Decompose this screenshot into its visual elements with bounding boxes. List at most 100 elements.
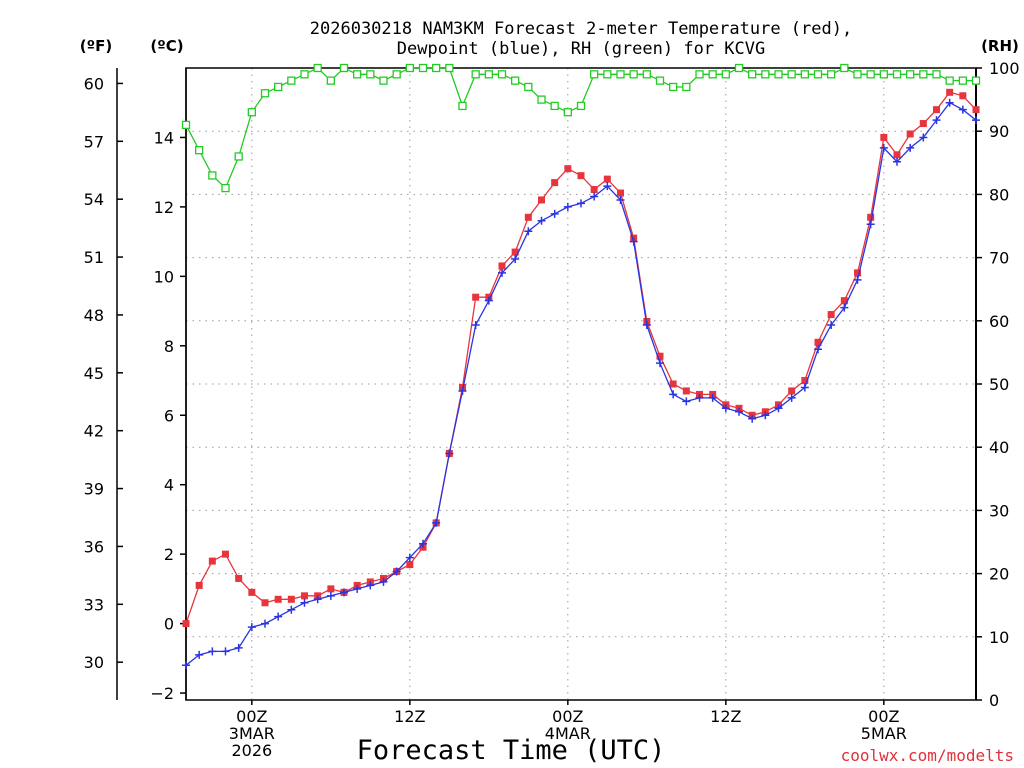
dewpoint-point	[932, 116, 941, 125]
time-tick-label: 12Z	[394, 707, 425, 726]
temperature-point	[603, 175, 611, 183]
celsius-tick-label: 14	[154, 128, 174, 147]
rh-point	[550, 101, 559, 111]
temperature-point	[840, 297, 848, 305]
chart-title-line-2: Dewpoint (blue), RH (green) for KCVG	[397, 39, 765, 59]
rh-point	[497, 70, 507, 79]
rh-point	[800, 70, 809, 79]
rh-point	[958, 76, 967, 85]
temperature-point	[972, 106, 980, 114]
temperature-point	[827, 311, 835, 319]
dewpoint-point	[432, 518, 441, 527]
rh-point	[432, 63, 441, 73]
dewpoint-point	[590, 192, 599, 201]
fahrenheit-unit-label: (ºF)	[80, 37, 112, 55]
rh-point	[932, 70, 941, 79]
rh-point	[195, 146, 204, 155]
time-tick-label: 00Z	[868, 707, 899, 726]
dewpoint-point	[787, 393, 796, 402]
rh-point	[274, 82, 283, 92]
time-tick-label: 00Z	[236, 707, 267, 726]
rh-point	[945, 76, 954, 85]
rh-point	[339, 63, 349, 73]
temperature-point	[222, 550, 229, 558]
rh-point	[695, 70, 704, 79]
rh-point	[511, 76, 520, 85]
time-tick-label: 12Z	[710, 707, 741, 726]
rh-point	[616, 70, 625, 79]
rh-tick-label: 30	[989, 501, 1009, 520]
temperature-point	[590, 186, 598, 194]
time-tick-label: 2026	[231, 741, 272, 760]
rh-point	[892, 70, 902, 79]
celsius-tick-label: −2	[150, 684, 174, 703]
rh-point	[576, 101, 586, 111]
temperature-point	[406, 561, 414, 569]
rh-point	[906, 70, 915, 79]
temperature-point	[669, 380, 677, 388]
temperature-point	[235, 574, 243, 582]
rh-point	[353, 70, 362, 79]
temperature-point	[551, 179, 559, 187]
rh-tick-label: 20	[989, 565, 1009, 584]
rh-point	[208, 171, 217, 180]
data-series	[181, 63, 981, 670]
rh-tick-label: 40	[989, 438, 1009, 457]
dewpoint-point	[563, 202, 572, 211]
dewpoint-point	[379, 577, 388, 586]
rh-point	[181, 120, 191, 130]
rh-point	[682, 82, 691, 92]
dewpoint-point	[761, 411, 770, 420]
dewpoint-point	[326, 591, 335, 600]
dewpoint-point	[840, 303, 849, 312]
temperature-point	[472, 293, 480, 301]
dewpoint-point	[221, 647, 230, 656]
temperature-point	[814, 338, 822, 346]
rh-line	[185, 67, 976, 190]
temperature-point	[208, 557, 216, 565]
temperature-point	[933, 106, 940, 114]
temperature-point	[959, 92, 967, 100]
rh-point	[734, 63, 744, 73]
rh-point	[642, 70, 651, 79]
rh-point	[840, 63, 849, 73]
temperature-point	[287, 595, 295, 603]
rh-point	[787, 70, 796, 79]
credit-text: coolwx.com/modelts	[841, 746, 1014, 765]
rh-point	[379, 76, 388, 85]
dewpoint-point	[945, 98, 954, 107]
rh-point	[971, 76, 981, 85]
dewpoint-point	[603, 182, 612, 191]
dewpoint-point	[445, 449, 454, 458]
dewpoint-point	[498, 268, 506, 277]
celsius-tick-label: 8	[164, 337, 174, 356]
temperature-point	[906, 130, 914, 138]
celsius-tick-label: 12	[154, 198, 174, 217]
dewpoint-point	[642, 320, 651, 329]
temperature-point	[511, 248, 519, 256]
rh-point	[471, 70, 480, 79]
dewpoint-point	[511, 254, 520, 263]
rh-unit-label: (RH)	[981, 37, 1019, 55]
dewpoint-point	[656, 359, 664, 368]
dewpoint-point	[708, 393, 717, 402]
celsius-tick-label: 2	[164, 545, 174, 564]
temperature-point	[682, 387, 690, 395]
dewpoint-point	[682, 397, 691, 406]
rh-point	[590, 70, 599, 79]
dewpoint-point	[866, 220, 875, 229]
temperature-point	[617, 189, 624, 197]
dewpoint-point	[458, 386, 467, 395]
dewpoint-point	[906, 143, 915, 152]
fahrenheit-tick-label: 30	[84, 653, 104, 672]
temperature-point	[919, 120, 927, 128]
time-tick-label: 00Z	[552, 707, 583, 726]
dewpoint-point	[353, 584, 362, 593]
dewpoint-point	[537, 216, 546, 225]
rh-point	[603, 70, 612, 79]
dewpoint-point	[853, 275, 862, 284]
time-tick-label: 3MAR	[229, 724, 275, 743]
dewpoint-point	[274, 612, 283, 621]
dewpoint-point	[814, 345, 822, 354]
rh-point	[234, 152, 243, 161]
